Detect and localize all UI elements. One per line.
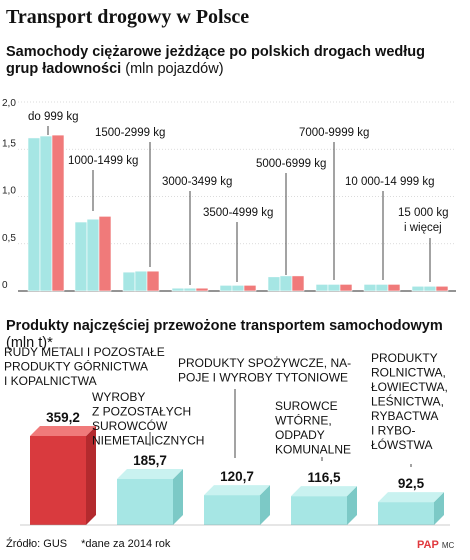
bar-1-0 xyxy=(74,221,88,292)
bar-7-2 xyxy=(387,284,401,292)
box-top-1 xyxy=(117,468,183,479)
product-label-3: KOMUNALNE xyxy=(275,443,351,457)
author-initials: MC xyxy=(441,541,455,550)
product-label-4: RYBACTWA xyxy=(371,409,438,423)
bar-8-0 xyxy=(411,285,425,292)
bar-3-0 xyxy=(171,287,185,292)
bar-5-0 xyxy=(267,276,281,292)
y-tick-label: 1,5 xyxy=(2,138,16,149)
bar-1-2 xyxy=(98,216,112,292)
box-top-4 xyxy=(378,492,444,503)
box-side-4 xyxy=(434,492,444,525)
publisher-logo: PAP MC xyxy=(417,539,454,551)
bar-1-1 xyxy=(86,218,100,292)
product-label-4: ROLNICTWA, xyxy=(371,366,446,380)
category-label-5: 5000-6999 kg xyxy=(256,158,326,170)
category-label-8: 15 000 kg xyxy=(398,207,449,219)
bar-3-2 xyxy=(195,287,209,292)
box-top-0 xyxy=(30,426,96,436)
footer: Źródło: GUS *dane za 2014 rok xyxy=(6,538,184,550)
y-tick-label: 0 xyxy=(2,280,8,291)
product-label-4: ŁÓWSTWA xyxy=(371,437,433,452)
bar-4-0 xyxy=(219,285,233,292)
product-label-1: WYROBY xyxy=(92,390,145,404)
bar-5-2 xyxy=(291,275,305,292)
category-label-1: 1000-1499 kg xyxy=(68,155,138,167)
y-tick-label: 1,0 xyxy=(2,186,16,197)
bar-0-1 xyxy=(39,135,53,292)
box-front-1 xyxy=(117,478,173,525)
category-label-4: 3500-4999 kg xyxy=(203,207,273,219)
product-label-0: RUDY METALI I POZOSTAŁE xyxy=(4,345,165,359)
bar-5-1 xyxy=(279,275,293,292)
product-label-0: I KOPALNICTWA xyxy=(4,374,97,388)
product-label-0: PRODUKTY GÓRNICTWA xyxy=(4,359,148,374)
box-side-0 xyxy=(86,426,96,525)
box-front-4 xyxy=(378,502,434,525)
value-label-4: 92,5 xyxy=(398,476,425,491)
category-label-2: 1500-2999 kg xyxy=(95,127,165,139)
box-top-2 xyxy=(204,485,270,496)
bar-2-0 xyxy=(122,271,136,292)
category-label-6: 7000-9999 kg xyxy=(299,127,369,139)
chart1-title: Samochody ciężarowe jeżdżące po polskich… xyxy=(6,44,425,77)
category-label-3: 3000-3499 kg xyxy=(162,176,232,188)
box-front-0 xyxy=(30,436,86,525)
box-front-3 xyxy=(291,496,347,525)
box-side-1 xyxy=(173,468,183,525)
product-label-4: LEŚNICTWA, xyxy=(371,394,444,409)
product-label-1: Z POZOSTAŁYCH xyxy=(92,405,191,419)
bar-2-1 xyxy=(134,270,148,292)
value-label-0: 359,2 xyxy=(46,410,80,425)
data-note: *dane za 2014 rok xyxy=(81,538,171,550)
bar-3-1 xyxy=(183,287,197,292)
bar-8-1 xyxy=(423,285,437,292)
value-label-3: 116,5 xyxy=(307,470,341,485)
value-label-2: 120,7 xyxy=(220,469,254,484)
bar-2-2 xyxy=(146,270,160,292)
bar-8-2 xyxy=(435,285,449,292)
product-label-3: SUROWCE xyxy=(275,399,338,413)
product-label-1: NIEMETALICZNYCH xyxy=(92,434,204,448)
product-label-4: I RYBO- xyxy=(371,424,415,438)
product-label-3: ODPADY xyxy=(275,428,325,442)
box-top-3 xyxy=(291,486,357,497)
bar-6-0 xyxy=(315,284,329,292)
chart2-title: Produkty najczęściej przewożone transpor… xyxy=(6,318,443,351)
product-label-4: PRODUKTY xyxy=(371,351,438,365)
bar-4-1 xyxy=(231,285,245,292)
product-label-4: ŁOWIECTWA, xyxy=(371,380,448,394)
bar-0-2 xyxy=(51,134,65,292)
box-front-2 xyxy=(204,495,260,525)
logo-mark: PAP xyxy=(417,539,439,551)
y-tick-label: 2,0 xyxy=(2,98,16,109)
product-label-1: SUROWCÓW xyxy=(92,418,168,433)
category-label-7: 10 000-14 999 kg xyxy=(345,176,435,188)
bar-7-1 xyxy=(375,284,389,292)
bar-0-0 xyxy=(27,137,41,292)
product-label-2: PRODUKTY SPOŻYWCZE, NA- xyxy=(178,356,351,370)
product-label-2: POJE I WYROBY TYTONIOWE xyxy=(178,371,348,385)
product-label-3: WTÓRNE, xyxy=(275,413,332,428)
bar-4-2 xyxy=(243,285,257,292)
source-note: Źródło: GUS xyxy=(6,538,68,550)
bar-7-0 xyxy=(363,284,377,292)
category-label-8: i więcej xyxy=(404,222,442,234)
bar-6-2 xyxy=(339,284,353,292)
y-tick-label: 0,5 xyxy=(2,233,16,244)
value-label-1: 185,7 xyxy=(133,453,167,468)
box-side-2 xyxy=(260,485,270,525)
page-title: Transport drogowy w Polsce xyxy=(6,6,250,28)
bar-6-1 xyxy=(327,284,341,292)
box-side-3 xyxy=(347,486,357,525)
category-label-0: do 999 kg xyxy=(28,111,79,123)
